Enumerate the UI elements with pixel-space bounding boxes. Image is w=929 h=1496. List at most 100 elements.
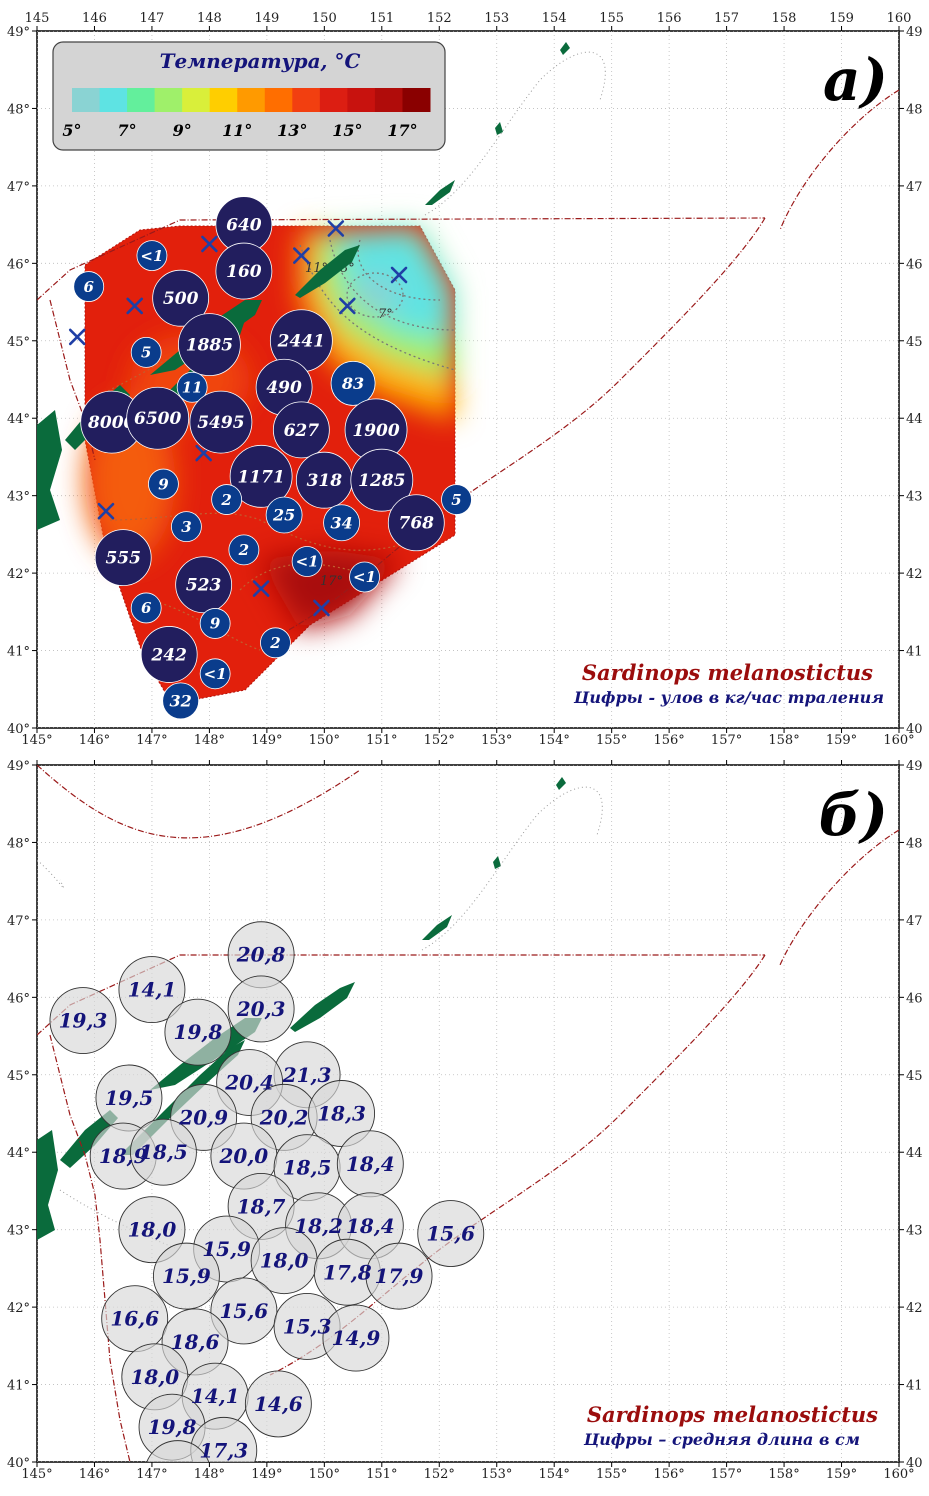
catch-circle <box>229 444 293 508</box>
length-value-label: 14,1 <box>128 978 177 1002</box>
length-value-label: 20,3 <box>236 997 286 1021</box>
length-value-label: 15,6 <box>220 1299 269 1323</box>
lat-tick-label: 43 <box>906 490 923 505</box>
length-value-label: 18,5 <box>283 1156 332 1180</box>
isotherm-label: 7° <box>378 307 393 322</box>
length-value-label: 18,2 <box>294 1214 343 1238</box>
length-value-label: 15,3 <box>283 1314 332 1338</box>
legend-swatch <box>99 88 128 112</box>
catch-circle <box>291 546 323 577</box>
legend-tick-label: 11° <box>222 121 252 140</box>
lon-tick-label: 160° <box>883 1467 914 1482</box>
temperature-legend: Температура, °C 5° 7° 9° 11° 13° 15° 17° <box>52 41 446 151</box>
catch-value-label: 11 <box>182 378 203 396</box>
lon-tick-label: 155° <box>596 1467 627 1482</box>
length-circle <box>417 1200 485 1267</box>
length-value-label: 14,9 <box>332 1326 381 1350</box>
lat-tick-label: 40° <box>7 1456 30 1471</box>
lat-tick-label: 47 <box>906 180 923 195</box>
length-value-label: 18,4 <box>346 1152 395 1176</box>
catch-circle <box>152 269 210 327</box>
length-value-label: 14,6 <box>254 1392 303 1416</box>
panel-a-grid <box>37 31 899 728</box>
length-value-label: 19,8 <box>174 1020 223 1044</box>
lat-tick-label: 43° <box>7 490 30 505</box>
catch-circle <box>148 468 179 500</box>
lon-tick-label: 151 <box>369 11 394 26</box>
legend-swatch <box>319 88 348 112</box>
no-catch-cross <box>201 235 218 253</box>
lat-tick-label: 49 <box>906 25 923 40</box>
legend-tick-label: 5° <box>62 121 81 140</box>
lon-tick-label: 157° <box>711 1467 742 1482</box>
lat-tick-label: 47 <box>906 914 923 929</box>
catch-value-label: 9 <box>210 615 221 633</box>
lat-tick-label: 40 <box>906 722 923 737</box>
length-circle <box>118 956 186 1024</box>
panel-a-caption: Цифры - улов в кг/час траления <box>573 688 884 707</box>
lon-tick-label: 146 <box>82 11 107 26</box>
lat-tick-label: 44° <box>7 412 30 427</box>
length-circle <box>146 1440 210 1462</box>
lon-tick-label: 147° <box>136 1467 167 1482</box>
catch-value-label: 5 <box>141 344 151 362</box>
catch-circle <box>330 360 376 406</box>
lon-tick-label: 158° <box>768 733 799 748</box>
length-value-label: 15,9 <box>202 1237 251 1261</box>
lat-tick-label: 40° <box>7 722 30 737</box>
lat-tick-label: 44 <box>906 412 923 427</box>
length-circle <box>308 1080 376 1147</box>
lat-tick-label: 41° <box>7 1379 30 1394</box>
legend-swatch <box>402 88 431 112</box>
length-value-label: 18,9 <box>99 1144 148 1168</box>
lon-tick-label: 157 <box>714 11 739 26</box>
lat-tick-label: 42° <box>7 1301 30 1316</box>
catch-value-label: 1285 <box>358 471 405 491</box>
catch-circle <box>94 529 152 587</box>
catch-value-label: <1 <box>140 247 163 265</box>
lon-tick-label: 149 <box>254 11 279 26</box>
legend-swatch <box>374 88 403 112</box>
lat-tick-label: 42 <box>906 567 923 582</box>
lon-tick-label: 152° <box>424 733 455 748</box>
length-circle <box>118 1196 186 1264</box>
panel-a-axis-ticks: 145 145° 146 146° 147 147° 148 148° 149 149° 150 15… <box>7 11 923 748</box>
catch-circle <box>199 608 231 639</box>
legend-swatch <box>209 88 238 112</box>
lon-tick-label: 146° <box>79 1467 110 1482</box>
lat-tick-label: 46 <box>906 257 923 272</box>
lon-tick-label: 145 <box>25 11 50 26</box>
catch-circle <box>260 627 291 659</box>
lat-tick-label: 46° <box>7 257 30 272</box>
legend-swatch <box>127 88 156 112</box>
lon-tick-label: 150° <box>309 733 340 748</box>
lat-tick-label: 48° <box>7 836 30 851</box>
catch-circle <box>350 448 414 512</box>
legend-tick-label: 9° <box>173 121 192 140</box>
catch-value-label: 523 <box>186 576 222 596</box>
length-circle <box>244 1370 312 1438</box>
catch-circle <box>140 626 198 683</box>
lon-tick-label: 148 <box>197 11 222 26</box>
catch-circle <box>189 390 253 454</box>
legend-swatch <box>72 88 101 112</box>
lat-tick-label: 49° <box>7 759 30 774</box>
legend-swatch <box>292 88 321 112</box>
panel-a-letter: а) <box>823 46 888 114</box>
lat-tick-label: 42 <box>906 1301 923 1316</box>
length-value-label: 18,6 <box>171 1330 220 1354</box>
isotherm-label: 17° <box>320 574 343 589</box>
catch-value-label: 2441 <box>277 332 325 352</box>
lon-tick-label: 147° <box>136 733 167 748</box>
catch-circle <box>177 313 241 377</box>
legend-tick-label: 13° <box>277 121 307 140</box>
lon-tick-label: 155 <box>599 11 624 26</box>
legend-tick-label: 15° <box>332 121 362 140</box>
panel-b-axis-ticks: 145° 146° 147° 148° 149° 150° 151° 152° 153° 154°… <box>7 759 923 1482</box>
lon-tick-label: 153 <box>484 11 509 26</box>
catch-value-label: 640 <box>226 216 262 236</box>
legend-swatch <box>154 88 183 112</box>
length-value-label: 18,4 <box>346 1214 395 1238</box>
catch-value-label: 6500 <box>134 409 181 429</box>
length-value-label: 20,8 <box>236 943 286 967</box>
